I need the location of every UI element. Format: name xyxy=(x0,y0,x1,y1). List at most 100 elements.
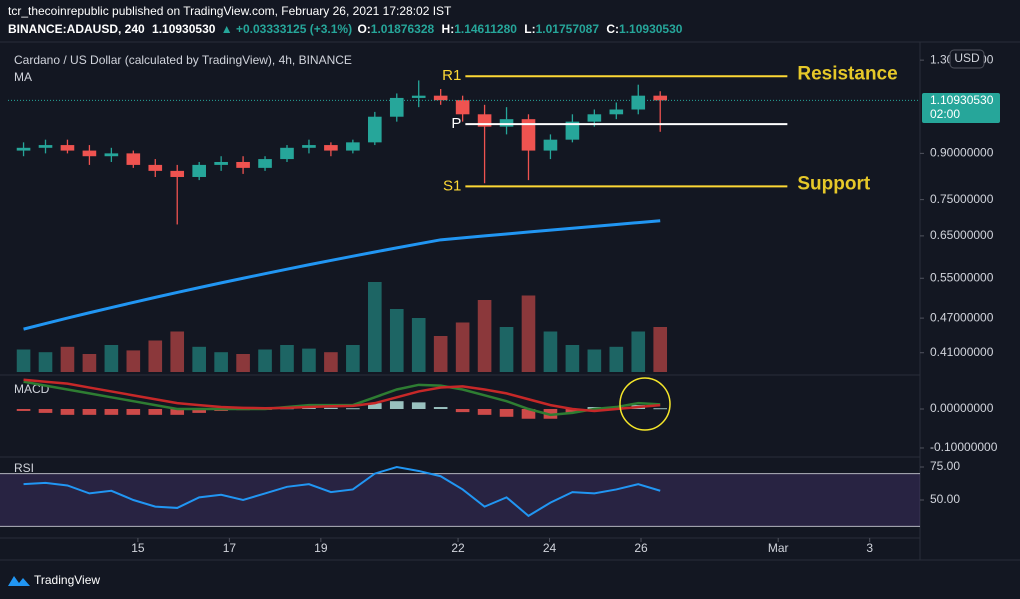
x-tick-label: 15 xyxy=(131,541,145,555)
chart-title: Cardano / US Dollar (calculated by Tradi… xyxy=(14,53,352,67)
macd-histogram-bar xyxy=(433,407,448,409)
y-tick-label: 50.00 xyxy=(930,492,960,506)
volume-bar xyxy=(60,346,75,372)
price: 1.10930530 xyxy=(152,22,216,36)
candle-body xyxy=(324,145,338,151)
volume-bar xyxy=(82,354,97,372)
x-tick-label: 17 xyxy=(223,541,237,555)
candle-body xyxy=(609,109,624,115)
candle-body xyxy=(433,95,448,101)
macd-histogram-bar xyxy=(565,408,580,413)
ohlc-label: H: xyxy=(442,22,455,36)
macd-histogram-bar xyxy=(148,408,163,415)
y-tick-label: 0.90000000 xyxy=(930,146,994,160)
x-tick-label: 24 xyxy=(543,541,557,555)
candle-body xyxy=(653,95,668,101)
y-tick-label: 0.47000000 xyxy=(930,310,994,324)
macd-histogram-bar xyxy=(104,408,119,415)
candle-body xyxy=(346,142,360,151)
volume-bar xyxy=(38,352,53,372)
macd-histogram-bar xyxy=(60,408,75,415)
candle-body xyxy=(565,121,580,140)
rsi-label: RSI xyxy=(14,461,34,475)
currency: USD xyxy=(954,51,980,65)
macd-histogram-bar xyxy=(411,402,426,409)
candle-body xyxy=(236,161,250,168)
y-tick-label: 0.41000000 xyxy=(930,345,994,359)
candle-body xyxy=(148,164,163,171)
volume-bar xyxy=(609,346,624,372)
volume-bar xyxy=(214,352,228,372)
ohlc-value: 1.10930530 xyxy=(619,22,683,36)
macd-histogram-bar xyxy=(324,407,338,409)
ohlc-value: 1.01876328 xyxy=(371,22,435,36)
macd-histogram-bar xyxy=(389,401,404,409)
macd-histogram-bar xyxy=(82,408,97,415)
macd-histogram-bar xyxy=(170,408,185,415)
candle-body xyxy=(38,145,53,148)
candle-body xyxy=(587,114,602,122)
ohlc-label: L: xyxy=(524,22,535,36)
x-tick-label: 26 xyxy=(634,541,648,555)
macd-histogram-bar xyxy=(126,408,141,415)
x-tick-label: 3 xyxy=(866,541,873,555)
volume-bar xyxy=(302,348,316,372)
macd-histogram-bar xyxy=(477,408,492,415)
volume-bar xyxy=(16,349,31,372)
volume-bar xyxy=(411,318,426,372)
logo-mark xyxy=(8,576,30,586)
ohlc-label: O: xyxy=(357,22,370,36)
volume-bar xyxy=(631,331,646,372)
ohlc-value: 1.01757087 xyxy=(536,22,600,36)
volume-bar xyxy=(368,282,382,372)
candle-body xyxy=(214,161,228,165)
candle-body xyxy=(521,119,536,151)
macd-histogram-bar xyxy=(192,408,206,413)
volume-bar xyxy=(280,345,294,372)
volume-bar xyxy=(433,336,448,372)
symbol: BINANCE:ADAUSD, 240 xyxy=(8,22,145,36)
volume-bar xyxy=(587,349,602,372)
level-note: Support xyxy=(797,173,870,194)
volume-bar xyxy=(521,295,536,372)
candle-body xyxy=(16,147,31,151)
volume-bar xyxy=(148,340,163,372)
ma-label: MA xyxy=(14,70,32,84)
candle-body xyxy=(104,153,119,157)
volume-bar xyxy=(499,327,514,372)
y-tick-label: 75.00 xyxy=(930,459,960,473)
candle-body xyxy=(126,153,141,165)
level-label: S1 xyxy=(443,177,461,194)
price-badge-value: 1.10930530 xyxy=(930,93,994,107)
candle-body xyxy=(389,97,404,117)
volume-bar xyxy=(543,331,558,372)
macd-histogram-bar xyxy=(455,408,470,413)
volume-bar xyxy=(477,300,492,372)
candle-body xyxy=(192,164,206,177)
price-badge-time: 02:00 xyxy=(930,107,960,121)
y-tick-label: -0.10000000 xyxy=(930,440,998,454)
macd-histogram-bar xyxy=(368,403,382,409)
signal-line xyxy=(23,378,661,413)
currency-badge xyxy=(949,49,985,69)
candle-body xyxy=(258,159,272,168)
volume-bar xyxy=(104,345,119,372)
rsi-line xyxy=(23,465,661,518)
level-label: R1 xyxy=(442,67,461,84)
volume-bar xyxy=(455,322,470,372)
ohlc-label: C: xyxy=(606,22,619,36)
byline: tcr_thecoinrepublic published on Trading… xyxy=(8,4,452,18)
level-label: P xyxy=(451,115,461,132)
price-badge xyxy=(922,93,1000,123)
macd-histogram-bar xyxy=(346,408,360,410)
change: ▲ +0.03333125 (+3.1%) xyxy=(221,22,352,36)
y-tick-label: 0.55000000 xyxy=(930,270,994,284)
candle-body xyxy=(631,95,646,110)
candle-body xyxy=(499,119,514,127)
level-note: Resistance xyxy=(797,63,897,84)
volume-bar xyxy=(565,345,580,372)
volume-bar xyxy=(258,349,272,372)
candle-body xyxy=(368,116,382,143)
volume-bar xyxy=(126,350,141,372)
